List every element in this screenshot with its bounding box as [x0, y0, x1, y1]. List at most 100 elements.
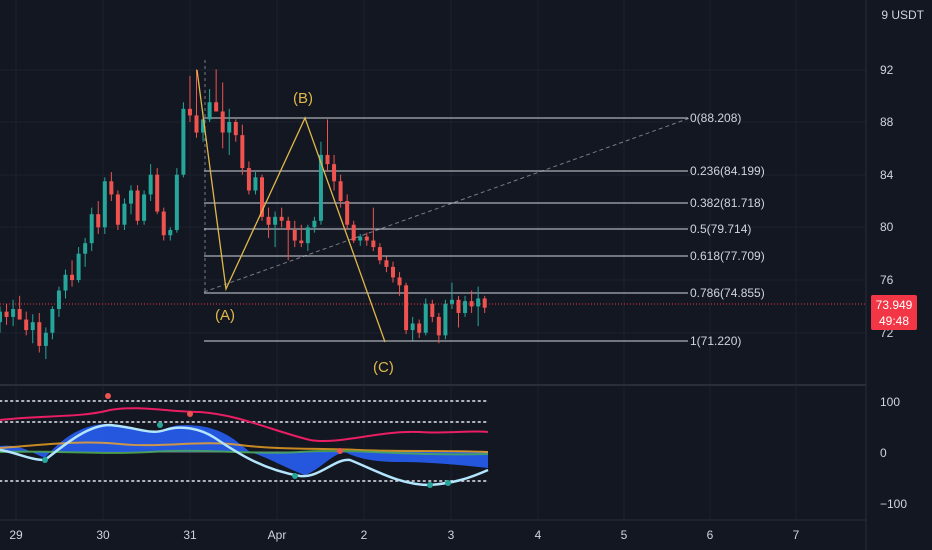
candle-body: [4, 311, 9, 317]
candle-body: [135, 190, 140, 221]
candle-body: [187, 108, 192, 116]
fib-retracement[interactable]: 0(88.208) 0.236(84.199) 0.382(81.718) 0.…: [203, 60, 765, 348]
candle-body: [17, 309, 22, 320]
price-axis[interactable]: 92 88 84 80 76 72 100 0 −100: [880, 63, 907, 511]
osc-tick: 0: [880, 446, 887, 460]
osc-line-green: [0, 449, 489, 456]
last-price-value: 73.949: [875, 298, 913, 312]
fib-trend-line[interactable]: [203, 117, 691, 293]
candle-body: [377, 247, 382, 261]
candle-body: [194, 115, 199, 133]
candle-body: [56, 290, 61, 310]
fib-label-0: 0(88.208): [690, 111, 741, 125]
candle-body: [443, 303, 448, 336]
candle-body: [332, 164, 337, 182]
candle-body: [260, 177, 264, 217]
candle-body: [30, 322, 35, 331]
time-axis[interactable]: 29 30 31 Apr 2 3 4 5 6 7: [9, 528, 799, 542]
osc-line-lightblue: [0, 423, 489, 487]
candle-body: [273, 216, 278, 225]
time-tick: 2: [361, 528, 368, 542]
candle-body: [430, 303, 435, 317]
osc-dot-green-2: [157, 422, 163, 428]
candle-body: [417, 323, 422, 333]
osc-dot-red-3: [337, 448, 343, 454]
wave-path[interactable]: [196, 69, 386, 343]
oscillator-pane: [0, 393, 489, 488]
price-tick: 84: [880, 168, 894, 182]
candle-body: [423, 303, 428, 333]
price-unit-label[interactable]: 9 USDT: [881, 8, 924, 22]
osc-dot-green-3: [292, 473, 298, 479]
candle-body: [469, 301, 474, 307]
candle-body: [24, 319, 29, 331]
candle-body: [266, 216, 271, 225]
fib-label-0382: 0.382(81.718): [690, 196, 765, 210]
candle-body: [246, 168, 251, 191]
candle-body: [305, 227, 310, 244]
price-tick: 80: [880, 220, 894, 234]
candle-body: [449, 299, 454, 304]
candle-body: [384, 260, 389, 267]
candle-body: [122, 203, 127, 225]
candle-body: [233, 122, 238, 136]
candle-body: [168, 229, 173, 236]
chart-grid: [0, 0, 866, 520]
price-tick: 92: [880, 63, 894, 77]
candle-body: [102, 181, 107, 228]
time-tick: 7: [793, 528, 800, 542]
candle-body: [174, 174, 179, 230]
time-tick: Apr: [268, 528, 287, 542]
candle-body: [142, 194, 147, 221]
candle-body: [436, 316, 441, 336]
candle-body: [463, 301, 468, 313]
candle-body: [345, 201, 350, 225]
price-tick: 88: [880, 115, 894, 129]
wave-label-b: (B): [293, 90, 313, 107]
candle-body: [50, 309, 55, 333]
osc-tick: −100: [880, 497, 907, 511]
candle-body: [0, 311, 2, 323]
osc-dot-green-1: [42, 457, 48, 463]
osc-dot-red-1: [105, 393, 111, 399]
time-tick: 31: [183, 528, 197, 542]
candle-body: [161, 211, 166, 236]
candle-body: [286, 220, 291, 230]
candle-body: [240, 135, 245, 169]
candle-body: [371, 240, 376, 248]
candle-body: [312, 220, 317, 228]
candle-body: [279, 216, 284, 221]
time-tick: 29: [9, 528, 23, 542]
candle-body: [37, 322, 42, 346]
candle-body: [292, 229, 297, 241]
candle-body: [83, 243, 88, 254]
candle-body: [482, 298, 487, 308]
fib-label-0618: 0.618(77.709): [690, 249, 765, 263]
osc-line-orange: [0, 441, 489, 453]
candle-body: [220, 111, 225, 133]
candle-body: [253, 177, 258, 191]
candle-body: [404, 285, 409, 331]
candle-body: [338, 181, 343, 202]
candle-body: [358, 236, 363, 241]
wave-label-c: (C): [373, 359, 394, 376]
candle-body: [456, 299, 461, 313]
candle-body: [70, 274, 75, 281]
abc-wave[interactable]: (A) (B) (C): [196, 69, 394, 376]
candlestick-series: [0, 69, 487, 360]
candle-body: [214, 102, 219, 112]
candle-body: [325, 154, 330, 165]
wave-label-a: (A): [215, 307, 235, 324]
fib-label-1: 1(71.220): [690, 334, 741, 348]
candle-body: [63, 274, 68, 291]
fib-label-05: 0.5(79.714): [690, 222, 751, 236]
time-tick: 4: [535, 528, 542, 542]
candle-body: [181, 108, 186, 175]
candle-body: [299, 240, 304, 244]
osc-line-magenta: [0, 407, 489, 442]
candle-body: [89, 214, 94, 244]
candle-body: [201, 119, 206, 133]
candle-body: [115, 194, 120, 225]
candle-body: [227, 122, 232, 133]
